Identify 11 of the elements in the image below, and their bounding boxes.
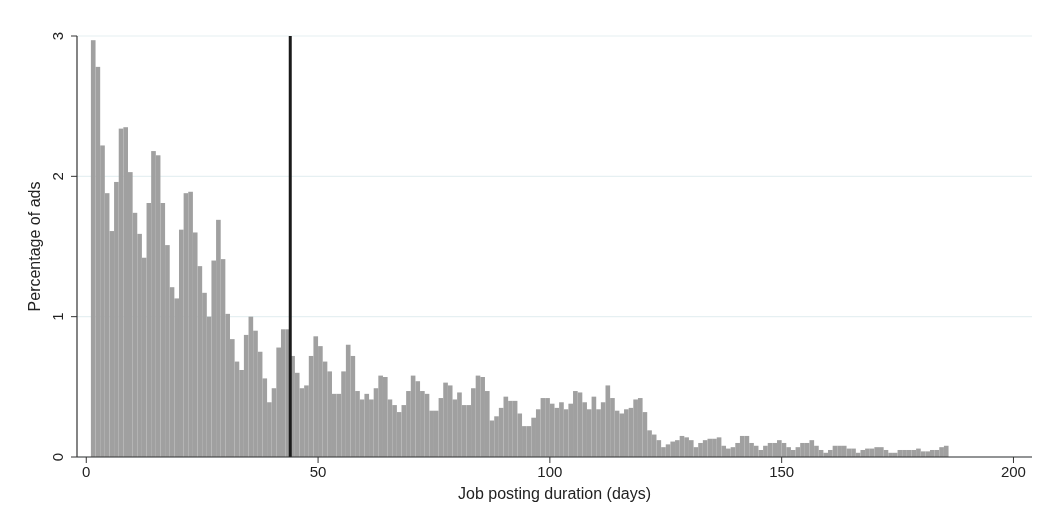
x-tick-label: 50 bbox=[309, 463, 327, 480]
x-tick-label: 100 bbox=[537, 463, 563, 480]
y-tick-label: 0 bbox=[49, 452, 66, 462]
x-tick-label: 0 bbox=[82, 463, 91, 480]
x-axis-title: Job posting duration (days) bbox=[458, 485, 651, 502]
y-tick-label: 3 bbox=[49, 31, 66, 41]
y-tick-label: 1 bbox=[49, 312, 66, 321]
x-tick-label: 200 bbox=[1000, 463, 1026, 480]
y-axis-title: Percentage of ads bbox=[26, 181, 43, 312]
y-tick-label: 2 bbox=[49, 172, 66, 181]
x-tick-label: 150 bbox=[769, 463, 795, 480]
